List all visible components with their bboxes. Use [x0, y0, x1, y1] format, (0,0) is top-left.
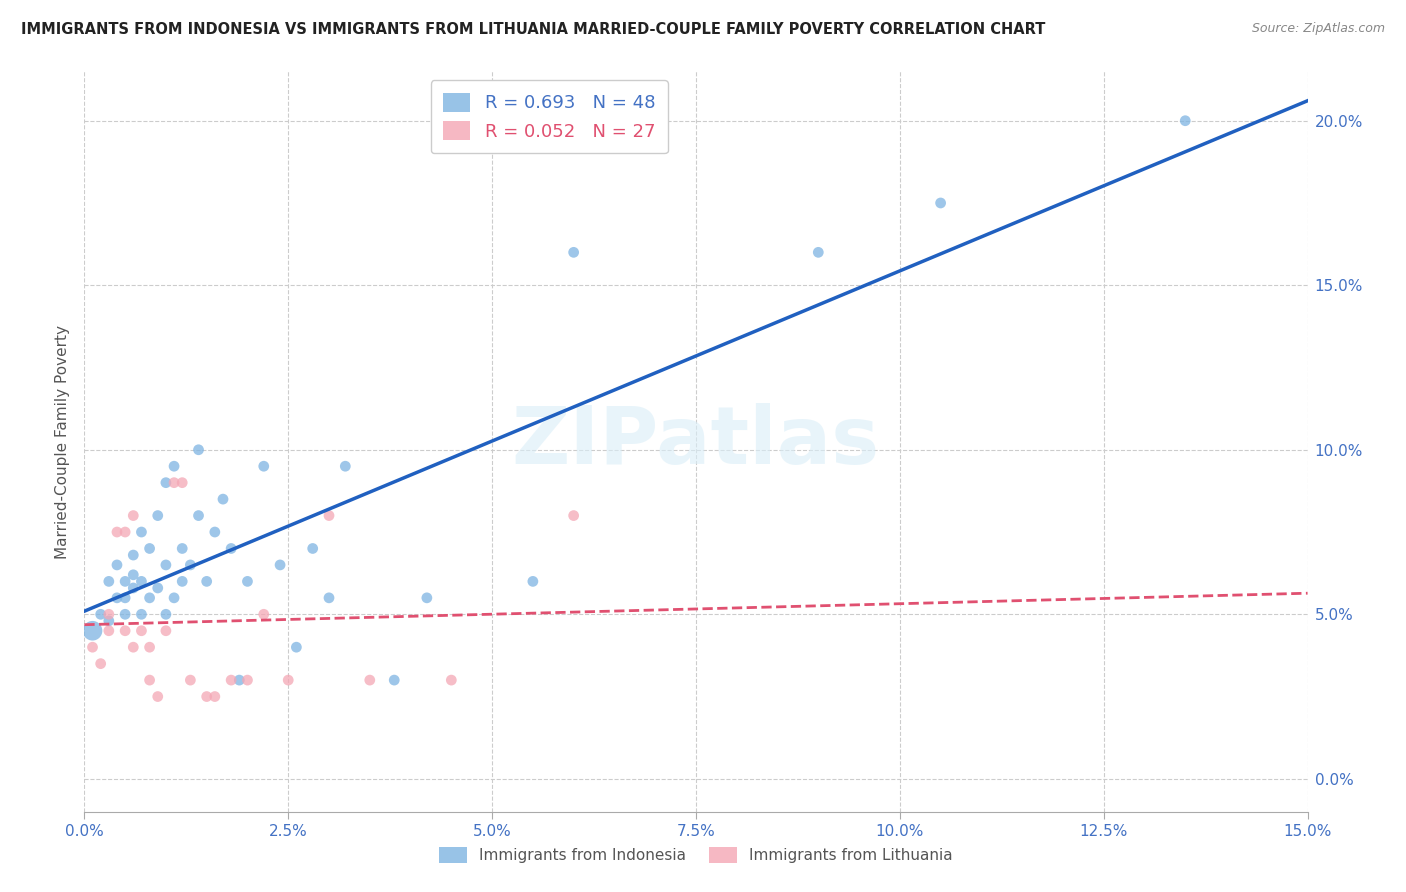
- Point: [195, 574, 218, 589]
- Text: ZIPatlas: ZIPatlas: [512, 402, 880, 481]
- Y-axis label: Married-Couple Family Poverty: Married-Couple Family Poverty: [55, 325, 70, 558]
- Point: [318, 508, 340, 523]
- Point: [335, 459, 357, 474]
- Point: [212, 492, 235, 507]
- Point: [97, 624, 120, 638]
- Point: [82, 640, 104, 655]
- Point: [105, 558, 128, 572]
- Point: [105, 524, 128, 539]
- Point: [204, 690, 226, 704]
- Point: [253, 459, 276, 474]
- Point: [195, 690, 218, 704]
- Point: [146, 508, 169, 523]
- Point: [90, 657, 112, 671]
- Text: IMMIGRANTS FROM INDONESIA VS IMMIGRANTS FROM LITHUANIA MARRIED-COUPLE FAMILY POV: IMMIGRANTS FROM INDONESIA VS IMMIGRANTS …: [21, 22, 1046, 37]
- Point: [131, 607, 153, 622]
- Point: [114, 524, 136, 539]
- Point: [97, 607, 120, 622]
- Point: [122, 567, 145, 582]
- Point: [228, 673, 250, 687]
- Point: [97, 574, 120, 589]
- Point: [146, 690, 169, 704]
- Point: [122, 548, 145, 562]
- Point: [172, 475, 194, 490]
- Point: [179, 558, 201, 572]
- Point: [204, 524, 226, 539]
- Point: [131, 574, 153, 589]
- Point: [138, 541, 160, 556]
- Point: [440, 673, 463, 687]
- Point: [90, 607, 112, 622]
- Point: [172, 574, 194, 589]
- Point: [163, 591, 186, 605]
- Point: [236, 673, 259, 687]
- Point: [187, 442, 209, 457]
- Point: [382, 673, 405, 687]
- Point: [122, 581, 145, 595]
- Point: [277, 673, 299, 687]
- Point: [114, 607, 136, 622]
- Text: Source: ZipAtlas.com: Source: ZipAtlas.com: [1251, 22, 1385, 36]
- Point: [187, 508, 209, 523]
- Point: [97, 614, 120, 628]
- Point: [359, 673, 381, 687]
- Point: [155, 607, 177, 622]
- Point: [219, 541, 242, 556]
- Point: [114, 591, 136, 605]
- Point: [122, 640, 145, 655]
- Point: [138, 640, 160, 655]
- Point: [146, 581, 169, 595]
- Point: [155, 558, 177, 572]
- Point: [155, 624, 177, 638]
- Point: [138, 591, 160, 605]
- Point: [114, 624, 136, 638]
- Point: [179, 673, 201, 687]
- Point: [1174, 113, 1197, 128]
- Point: [269, 558, 291, 572]
- Point: [236, 574, 259, 589]
- Point: [114, 574, 136, 589]
- Point: [522, 574, 544, 589]
- Point: [131, 624, 153, 638]
- Point: [807, 245, 830, 260]
- Point: [82, 624, 104, 638]
- Point: [219, 673, 242, 687]
- Point: [172, 541, 194, 556]
- Legend: Immigrants from Indonesia, Immigrants from Lithuania: Immigrants from Indonesia, Immigrants fr…: [432, 839, 960, 871]
- Point: [122, 508, 145, 523]
- Point: [285, 640, 308, 655]
- Point: [301, 541, 323, 556]
- Point: [562, 508, 585, 523]
- Point: [163, 459, 186, 474]
- Point: [163, 475, 186, 490]
- Point: [416, 591, 439, 605]
- Point: [253, 607, 276, 622]
- Point: [562, 245, 585, 260]
- Point: [155, 475, 177, 490]
- Point: [318, 591, 340, 605]
- Point: [105, 591, 128, 605]
- Point: [929, 196, 952, 211]
- Point: [138, 673, 160, 687]
- Point: [131, 524, 153, 539]
